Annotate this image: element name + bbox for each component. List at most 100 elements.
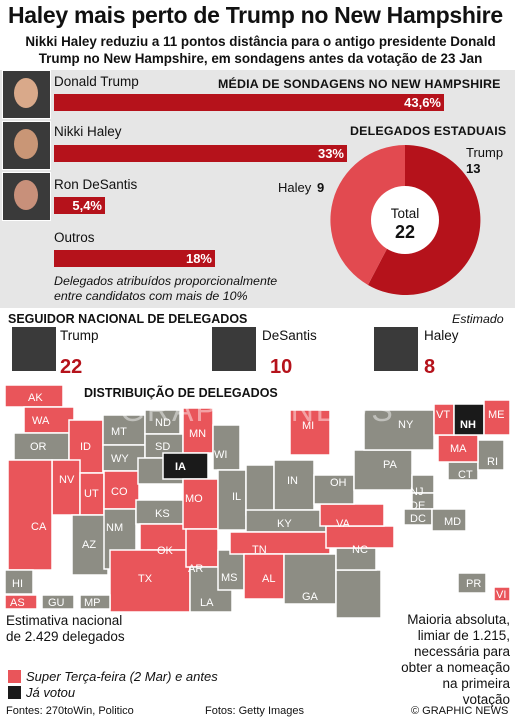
label-az: AZ xyxy=(82,539,96,551)
label-va: VA xyxy=(336,518,351,530)
tracker-trump-value: 22 xyxy=(60,356,83,378)
label-wy: WY xyxy=(111,453,129,465)
label-ut: UT xyxy=(84,488,99,500)
majority-text: Maioria absoluta, limiar de 1.215, neces… xyxy=(401,612,510,707)
state-ca xyxy=(7,459,53,571)
tracker-trump-name: Trump xyxy=(60,328,99,343)
footer-sources: Fontes: 270toWin, Politico xyxy=(6,705,134,717)
donut-haley-label: Haley xyxy=(278,180,312,195)
tracker-haley-value: 8 xyxy=(424,356,436,378)
label-ky: KY xyxy=(277,518,292,530)
state-tx xyxy=(109,549,191,613)
poll-name-haley: Nikki Haley xyxy=(54,124,122,139)
legend-red-swatch xyxy=(8,670,21,683)
state-va xyxy=(319,503,385,527)
poll-bar-desantis: 5,4% xyxy=(54,197,105,214)
label-hi: HI xyxy=(12,578,23,590)
label-tx: TX xyxy=(138,573,153,585)
poll-bar-trump: 43,6% xyxy=(54,94,444,111)
state-mi xyxy=(289,409,331,456)
label-tn: TN xyxy=(252,544,267,556)
label-la: LA xyxy=(200,597,214,609)
donut-haley-slice xyxy=(330,145,405,285)
poll-name-trump: Donald Trump xyxy=(54,74,139,89)
state-pr xyxy=(457,572,487,594)
label-co: CO xyxy=(111,486,128,498)
state-me xyxy=(483,399,511,436)
label-nd: ND xyxy=(155,417,171,429)
state-gu xyxy=(41,594,75,610)
label-vt: VT xyxy=(436,409,450,421)
footer-credit: © GRAPHIC NEWS xyxy=(411,705,509,717)
tracker-desantis-value: 10 xyxy=(270,356,293,378)
state-delegates-donut xyxy=(330,144,481,295)
label-ma: MA xyxy=(450,443,467,455)
donut-total-value: 22 xyxy=(394,222,416,242)
desantis-photo xyxy=(2,172,51,221)
label-mo: MO xyxy=(185,493,203,505)
state-co xyxy=(103,470,140,510)
tracker-haley-name: Haley xyxy=(424,328,459,343)
label-ct: CT xyxy=(458,469,473,481)
legend-red-label: Super Terça-feira (2 Mar) e antes xyxy=(26,669,218,684)
haley-photo xyxy=(2,121,51,170)
label-ne: NE xyxy=(140,486,155,498)
label-mn: MN xyxy=(189,428,206,440)
poll-heading: Média de Sondagens no New Hampshire xyxy=(218,77,501,91)
donut-trump-value: 13 xyxy=(466,161,481,176)
poll-name-desantis: Ron DeSantis xyxy=(54,177,138,192)
label-nh: NH xyxy=(460,419,476,431)
page-subtitle: Nikki Haley reduziu a 11 pontos distânci… xyxy=(25,34,496,66)
state-nh xyxy=(453,403,485,436)
label-sd: SD xyxy=(155,441,170,453)
state-hi xyxy=(4,569,34,595)
footer-photos: Fotos: Getty Images xyxy=(205,705,305,717)
watermark: GRAPHIC NEWS xyxy=(120,392,395,428)
label-md: MD xyxy=(444,516,461,528)
tracker-estimated: Estimado xyxy=(452,312,504,326)
label-wi: WI xyxy=(214,449,227,461)
map-heading: Distribuição de Delegados xyxy=(84,386,278,400)
state-in xyxy=(245,464,275,516)
label-ar: AR xyxy=(188,563,203,575)
label-vi: VI xyxy=(496,589,506,601)
state-vi xyxy=(493,586,511,602)
poll-name-outros: Outros xyxy=(54,230,95,245)
poll-bar-outros: 18% xyxy=(54,250,215,267)
label-or: OR xyxy=(30,441,47,453)
tracker-desantis-photo xyxy=(212,327,256,371)
state-tn xyxy=(229,531,331,555)
state-az xyxy=(71,514,109,576)
label-pa: PA xyxy=(383,459,398,471)
donut-haley-value: 9 xyxy=(317,180,325,195)
label-mp: MP xyxy=(84,597,101,609)
label-dc: DC xyxy=(410,513,426,525)
state-ga xyxy=(283,553,337,605)
label-nm: NM xyxy=(106,522,123,534)
state-ms xyxy=(217,549,245,591)
label-ok: OK xyxy=(157,545,174,557)
state-oh xyxy=(273,459,315,511)
poll-note: Delegados atribuídos proporcionalmente e… xyxy=(54,274,278,303)
tracker-desantis-name: DeSantis xyxy=(262,328,317,343)
state-nv xyxy=(51,459,81,516)
label-ms: MS xyxy=(221,572,238,584)
donut-trump-slice xyxy=(368,144,481,295)
label-pr: PR xyxy=(466,578,481,590)
label-mt: MT xyxy=(111,426,127,438)
legend-black-swatch xyxy=(8,686,21,699)
label-as: AS xyxy=(10,597,25,609)
label-ca: CA xyxy=(31,521,47,533)
label-nv: NV xyxy=(59,474,75,486)
state-nd xyxy=(144,409,181,435)
state-delegates-heading: Delegados Estaduais xyxy=(350,124,507,138)
label-al: AL xyxy=(262,573,275,585)
state-fl xyxy=(335,569,382,619)
label-in: IN xyxy=(287,475,298,487)
state-wa xyxy=(23,406,75,434)
state-as xyxy=(4,594,38,610)
state-il xyxy=(217,469,247,531)
us-delegate-map: AK WA OR ID MT WY NV UT CO CA AZ NM ND S… xyxy=(4,384,511,619)
label-me: ME xyxy=(488,409,505,421)
label-ri: RI xyxy=(487,456,498,468)
